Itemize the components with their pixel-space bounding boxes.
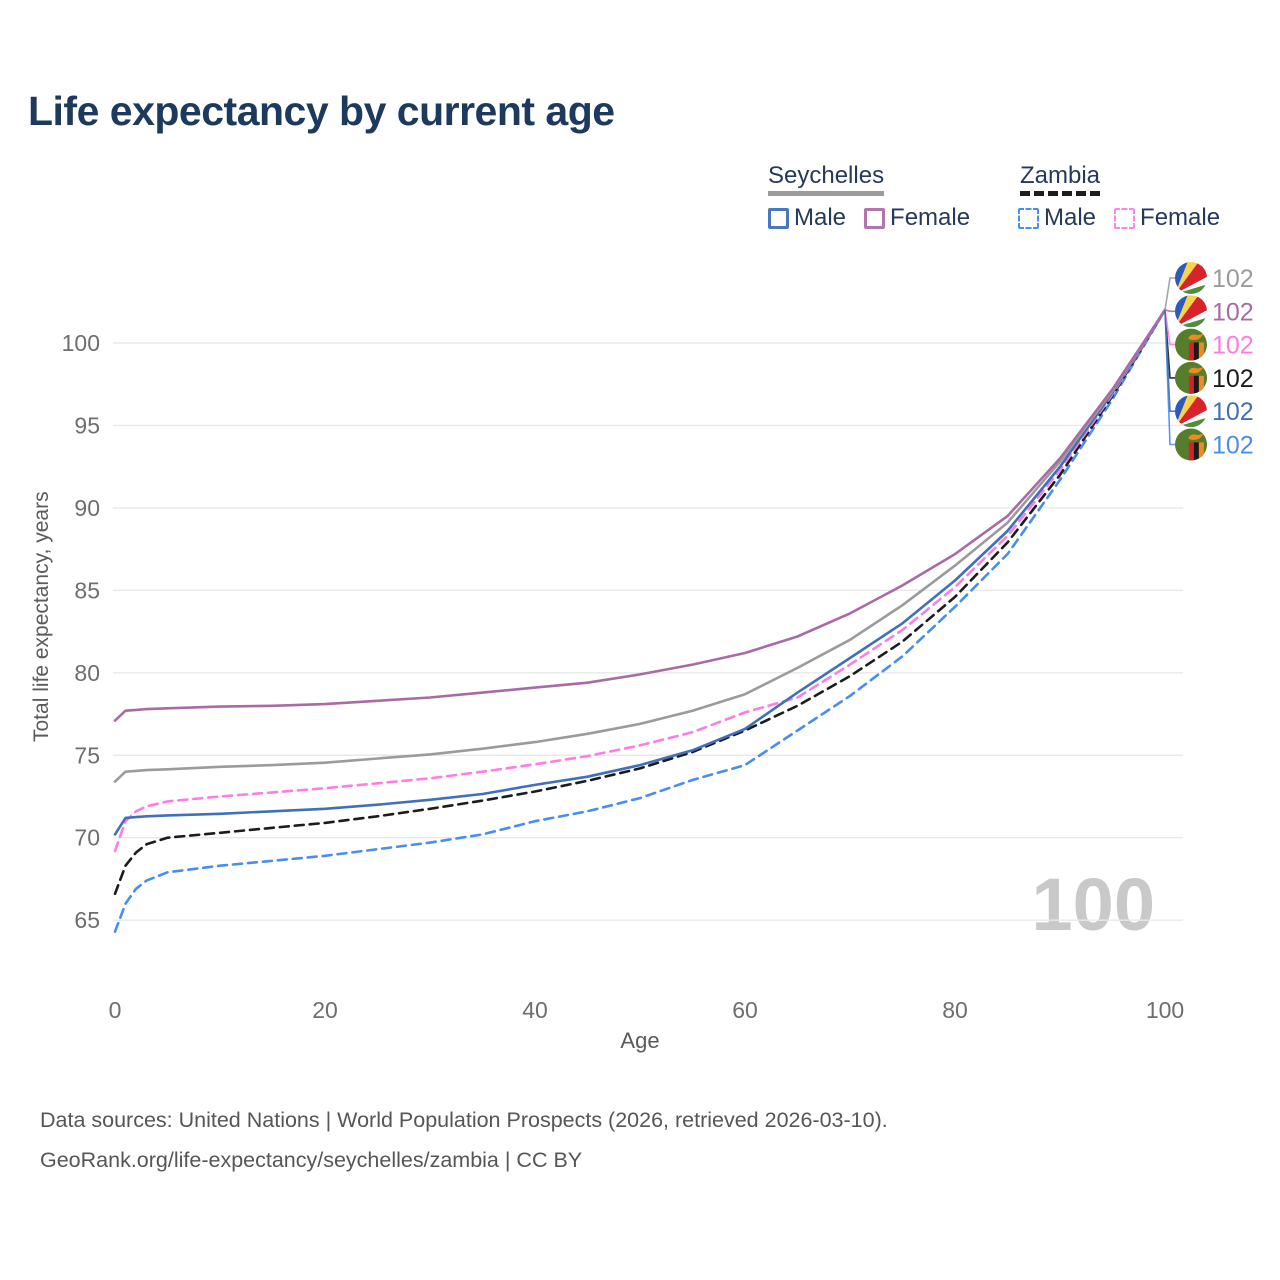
svg-text:100: 100: [1146, 997, 1184, 1023]
svg-text:102: 102: [1212, 398, 1254, 426]
legend-label: Male: [1044, 204, 1097, 231]
svg-text:102: 102: [1212, 265, 1254, 293]
svg-text:102: 102: [1212, 298, 1254, 326]
svg-text:100: 100: [62, 330, 100, 356]
legend-group-seychelles: Seychelles: [768, 162, 885, 196]
line-chart-plot-area[interactable]: 65 70 75 80 85 90 95 100 0 20 40 60 80 100 102 102 102 10…: [0, 0, 1280, 1080]
legend-label: Female: [1140, 204, 1221, 231]
legend-swatch-seychelles-female: [864, 207, 886, 229]
svg-text:70: 70: [74, 825, 100, 851]
attribution-link: GeoRank.org/life-expectancy/seychelles/z…: [40, 1148, 583, 1172]
svg-text:102: 102: [1212, 432, 1254, 460]
svg-text:90: 90: [74, 495, 100, 521]
x-axis-title: Age: [620, 1028, 660, 1053]
svg-text:60: 60: [732, 997, 758, 1023]
legend-row-seychelles: Male Female: [768, 204, 988, 232]
legend-item-zambia-male[interactable]: Male: [1018, 204, 1096, 232]
svg-text:20: 20: [312, 997, 338, 1023]
legend-swatch-zambia-female: [1114, 207, 1136, 229]
legend-row-zambia: Male Female: [1018, 204, 1238, 232]
page-title: Life expectancy by current age: [28, 88, 615, 134]
svg-text:0: 0: [109, 997, 122, 1023]
svg-text:40: 40: [522, 997, 548, 1023]
legend-label: Female: [890, 204, 971, 231]
svg-text:65: 65: [74, 907, 100, 933]
legend-item-seychelles-female[interactable]: Female: [864, 204, 970, 232]
svg-text:102: 102: [1212, 332, 1254, 360]
legend-item-zambia-female[interactable]: Female: [1114, 204, 1220, 232]
svg-text:75: 75: [74, 742, 100, 768]
svg-text:80: 80: [74, 660, 100, 686]
legend-swatch-zambia-male: [1018, 207, 1039, 229]
age-watermark: 100: [1031, 863, 1155, 946]
svg-text:95: 95: [74, 412, 100, 438]
legend-group-zambia: Zambia: [1020, 162, 1101, 196]
svg-text:80: 80: [942, 997, 968, 1023]
data-source-note: Data sources: United Nations | World Pop…: [40, 1108, 888, 1132]
svg-text:102: 102: [1212, 365, 1254, 393]
svg-text:85: 85: [74, 577, 100, 603]
legend-swatch-seychelles-male: [768, 207, 789, 229]
legend-label: Male: [794, 204, 847, 231]
legend-item-seychelles-male[interactable]: Male: [768, 204, 846, 232]
